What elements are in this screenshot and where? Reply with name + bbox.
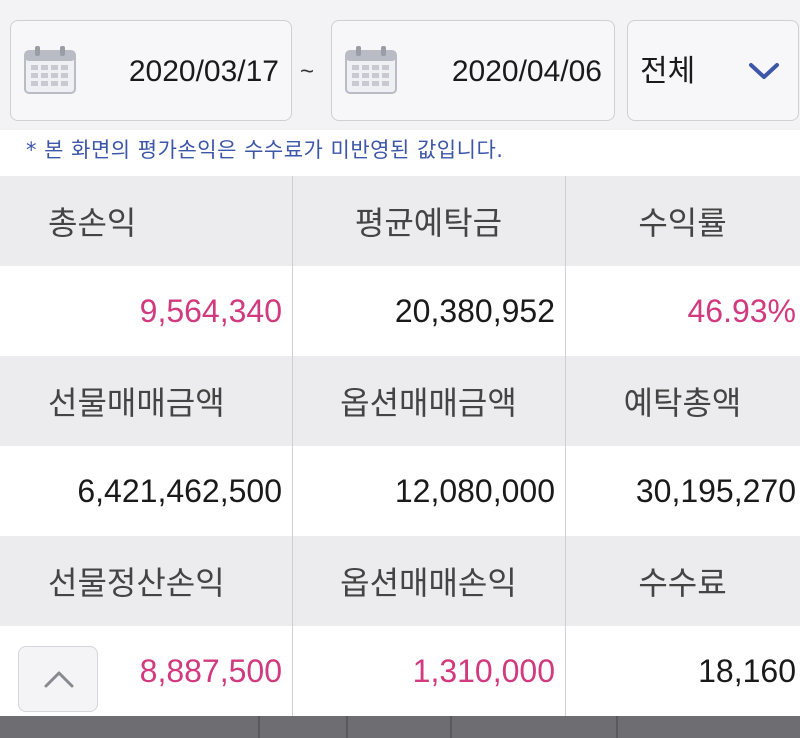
- futures-trade-amount-label: 선물매매금액: [48, 384, 225, 422]
- column-divider: [565, 176, 566, 716]
- total-deposit-label: 예탁총액: [623, 384, 742, 422]
- futures-settlement-pnl-label: 선물정산손익: [48, 564, 225, 602]
- futures-trade-amount-value: 6,421,462,500: [77, 472, 282, 509]
- start-date-value: 2020/03/17: [128, 55, 279, 88]
- table-value-row: 9,564,340 20,380,952 46.93%: [0, 266, 800, 356]
- column-divider: [292, 176, 293, 716]
- scroll-top-button[interactable]: [18, 646, 98, 712]
- table-value-row: 6,421,462,500 12,080,000 30,195,270: [0, 446, 800, 536]
- table-header-row: 선물매매금액 옵션매매금액 예탁총액: [0, 356, 800, 446]
- calendar-icon: [345, 46, 397, 94]
- table-value-row: 8,887,500 1,310,000 18,160: [0, 626, 800, 716]
- commission-notice: * 본 화면의 평가손익은 수수료가 미반영된 값입니다.: [26, 138, 504, 162]
- return-rate-label: 수익률: [638, 204, 727, 242]
- date-filter-bar: 2020/03/17 ~ 2020/04/06 전체: [0, 0, 800, 130]
- options-trade-amount-label: 옵션매매금액: [340, 384, 517, 422]
- avg-deposit-value: 20,380,952: [394, 292, 555, 329]
- total-deposit-value: 30,195,270: [635, 472, 796, 509]
- date-range-separator: ~: [300, 58, 315, 85]
- options-trade-pnl-value: 1,310,000: [412, 652, 555, 689]
- table-header-row: 선물정산손익 옵션매매손익 수수료: [0, 536, 800, 626]
- tab-divider: [450, 716, 452, 738]
- tab-divider: [616, 716, 618, 738]
- summary-table: 총손익 평균예탁금 수익률 9,564,340 20,380,952 46.93…: [0, 176, 800, 716]
- commission-value: 18,160: [698, 652, 796, 689]
- bottom-tab-bar: [0, 716, 800, 738]
- return-rate-value: 46.93%: [687, 292, 796, 329]
- commission-label: 수수료: [638, 564, 727, 602]
- chevron-down-icon: [749, 63, 779, 79]
- options-trade-pnl-label: 옵션매매손익: [340, 564, 517, 602]
- futures-settlement-pnl-value: 8,887,500: [139, 652, 282, 689]
- account-filter-value: 전체: [640, 54, 696, 89]
- options-trade-amount-value: 12,080,000: [394, 472, 555, 509]
- end-date-picker[interactable]: 2020/04/06: [331, 20, 615, 121]
- calendar-icon: [24, 46, 76, 94]
- avg-deposit-label: 평균예탁금: [354, 204, 503, 242]
- account-filter-select[interactable]: 전체: [627, 20, 799, 121]
- start-date-picker[interactable]: 2020/03/17: [10, 20, 292, 121]
- tab-divider: [258, 716, 260, 738]
- chevron-up-icon: [44, 671, 74, 688]
- tab-divider: [346, 716, 348, 738]
- end-date-value: 2020/04/06: [451, 55, 602, 88]
- table-header-row: 총손익 평균예탁금 수익률: [0, 176, 800, 266]
- total-pnl-label: 총손익: [48, 204, 137, 242]
- total-pnl-value: 9,564,340: [139, 292, 282, 329]
